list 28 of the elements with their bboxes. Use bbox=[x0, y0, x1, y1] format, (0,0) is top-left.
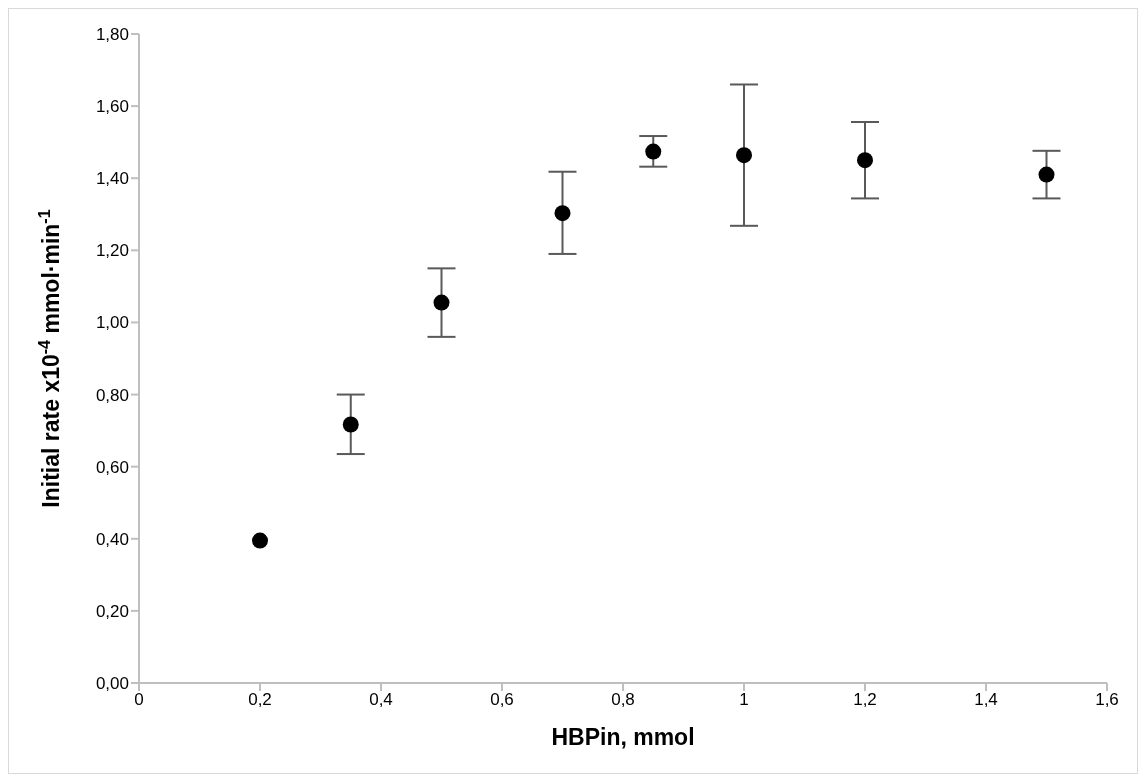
y-tick-label: 1,60 bbox=[95, 97, 129, 117]
point bbox=[433, 294, 450, 311]
point bbox=[645, 143, 662, 160]
x-tick-label: 1 bbox=[739, 690, 749, 710]
x-axis-title: HBPin, mmol bbox=[551, 724, 695, 750]
y-tick-label: 1,80 bbox=[95, 25, 129, 45]
point bbox=[252, 532, 268, 549]
y-tick-label: 0,40 bbox=[95, 529, 129, 549]
y-tick-label: 0,80 bbox=[95, 385, 129, 405]
x-tick-label: 0,8 bbox=[611, 690, 635, 710]
point bbox=[1038, 166, 1055, 183]
x-tick-label: 1,2 bbox=[853, 690, 877, 710]
point bbox=[342, 416, 359, 433]
point bbox=[554, 205, 571, 222]
x-tick-label: 0,6 bbox=[490, 690, 514, 710]
y-tick-label: 0,00 bbox=[95, 674, 129, 694]
y-tick-label: 0,60 bbox=[95, 457, 129, 477]
y-tick-label: 1,00 bbox=[95, 313, 129, 333]
x-tick-label: 0,4 bbox=[369, 690, 393, 710]
point bbox=[857, 152, 873, 169]
y-tick-label: 1,20 bbox=[95, 241, 129, 261]
point bbox=[736, 147, 752, 164]
x-tick-label: 1,4 bbox=[974, 690, 998, 710]
x-tick-label: 0,2 bbox=[248, 690, 272, 710]
y-tick-label: 0,20 bbox=[95, 601, 129, 621]
x-tick-label: 0 bbox=[134, 690, 144, 710]
x-tick-label: 1,6 bbox=[1095, 690, 1119, 710]
y-tick-label: 1,40 bbox=[95, 169, 129, 189]
